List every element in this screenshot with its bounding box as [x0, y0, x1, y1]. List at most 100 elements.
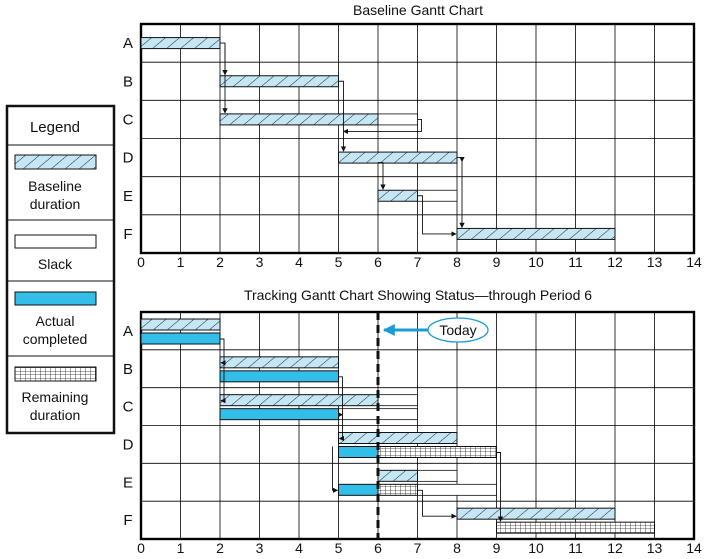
baseline-bar-c: [219, 113, 379, 126]
x-tick-label: 7: [414, 540, 422, 556]
chart-title: Tracking Gantt Chart Showing Status—thro…: [244, 287, 592, 303]
actual-bar-e: [338, 483, 379, 496]
x-tick-label: 3: [256, 254, 264, 270]
tracking-gantt-chart: Tracking Gantt Chart Showing Status—thro…: [123, 287, 702, 556]
dependency-arrow: [338, 376, 345, 442]
x-tick-label: 5: [335, 540, 343, 556]
task-label-a: A: [123, 323, 133, 340]
actual-bar-c: [219, 408, 339, 421]
legend-actual-label-2: completed: [23, 331, 88, 347]
x-tick-label: 9: [493, 254, 501, 270]
x-tick-label: 5: [335, 254, 343, 270]
plot-frame: [139, 310, 696, 541]
remaining-bar-d: [377, 446, 497, 458]
dependency-arrow: [496, 452, 504, 522]
x-tick-label: 1: [177, 540, 185, 556]
x-tick-label: 10: [528, 540, 544, 556]
legend: Legend Baseline duration Slack Actual co…: [5, 104, 116, 435]
x-tick-label: 13: [647, 540, 663, 556]
actual-bar-a: [140, 332, 221, 345]
x-tick-label: 8: [453, 254, 461, 270]
x-tick-label: 6: [374, 254, 382, 270]
dependency-arrow: [220, 338, 226, 366]
x-tick-label: 12: [607, 540, 623, 556]
legend-baseline-swatch: [14, 154, 97, 170]
dependency-arrow: [220, 42, 228, 76]
baseline-bar-c: [219, 394, 379, 407]
task-label-f: F: [123, 512, 132, 529]
today-label: Today: [439, 322, 476, 338]
x-tick-label: 10: [528, 254, 544, 270]
x-tick-label: 4: [295, 540, 303, 556]
slack-bar-e: [417, 189, 458, 202]
x-tick-label: 0: [137, 254, 145, 270]
dependency-arrow: [417, 489, 457, 519]
actual-bar-b: [219, 370, 339, 383]
legend-actual-label-1: Actual: [36, 313, 75, 329]
baseline-bar-d: [338, 432, 458, 444]
legend-baseline-label-1: Baseline: [28, 178, 82, 194]
dependency-arrow: [378, 162, 386, 190]
task-label-d: D: [123, 436, 134, 453]
x-tick-label: 2: [216, 540, 224, 556]
x-tick-label: 2: [216, 254, 224, 270]
x-tick-label: 7: [414, 254, 422, 270]
remaining-bar-f: [496, 521, 655, 534]
baseline-bar-a: [140, 37, 221, 50]
x-tick-label: 11: [568, 254, 583, 270]
x-tick-label: 0: [137, 540, 145, 556]
dependency-arrow: [342, 118, 422, 135]
dependency-arrow: [457, 156, 465, 163]
legend-baseline-label-2: duration: [30, 196, 81, 212]
task-label-b: B: [123, 361, 133, 378]
x-tick-label: 13: [647, 254, 663, 270]
legend-remaining-label-1: Remaining: [22, 389, 89, 405]
legend-actual-swatch: [14, 291, 97, 306]
slack-bar-c: [377, 394, 418, 407]
x-tick-label: 6: [374, 540, 382, 556]
dependency-arrow: [417, 195, 457, 237]
task-label-c: C: [123, 399, 134, 416]
dependency-arrow: [220, 362, 226, 404]
task-label-a: A: [123, 35, 133, 52]
legend-title: Legend: [30, 119, 80, 136]
task-label-e: E: [123, 474, 133, 491]
baseline-bar-f: [456, 507, 616, 520]
baseline-bar-a: [140, 318, 221, 331]
chart-title: Baseline Gantt Chart: [353, 2, 483, 18]
today-callout: [427, 317, 489, 343]
slack-bar-e: [417, 469, 458, 482]
dependency-arrow: [332, 446, 339, 494]
baseline-bar-e: [377, 189, 418, 202]
actual-bar-d: [338, 446, 379, 458]
baseline-bar-b: [219, 356, 339, 369]
legend-slack-swatch: [14, 234, 97, 249]
x-tick-label: 14: [686, 540, 702, 556]
legend-remaining-label-2: duration: [30, 407, 81, 423]
x-tick-label: 14: [686, 254, 702, 270]
plot-frame: [139, 22, 696, 255]
task-label-e: E: [123, 188, 133, 205]
task-label-f: F: [123, 226, 132, 243]
x-tick-label: 1: [177, 254, 185, 270]
x-tick-label: 12: [607, 254, 623, 270]
x-tick-label: 9: [493, 540, 501, 556]
task-label-d: D: [123, 150, 134, 167]
baseline-bar-f: [456, 227, 616, 240]
slack-bar-c: [377, 113, 418, 126]
dependency-arrow: [338, 80, 347, 152]
task-label-c: C: [123, 111, 134, 128]
x-tick-label: 4: [295, 254, 303, 270]
legend-remaining-swatch: [14, 366, 97, 382]
x-tick-label: 3: [256, 540, 264, 556]
task-label-b: B: [123, 73, 133, 90]
slack-bar-e: [417, 483, 497, 496]
legend-slack-label: Slack: [38, 256, 73, 272]
x-tick-label: 11: [568, 540, 583, 556]
baseline-bar-e: [377, 469, 418, 482]
baseline-bar-b: [219, 75, 339, 88]
x-tick-label: 8: [453, 540, 461, 556]
